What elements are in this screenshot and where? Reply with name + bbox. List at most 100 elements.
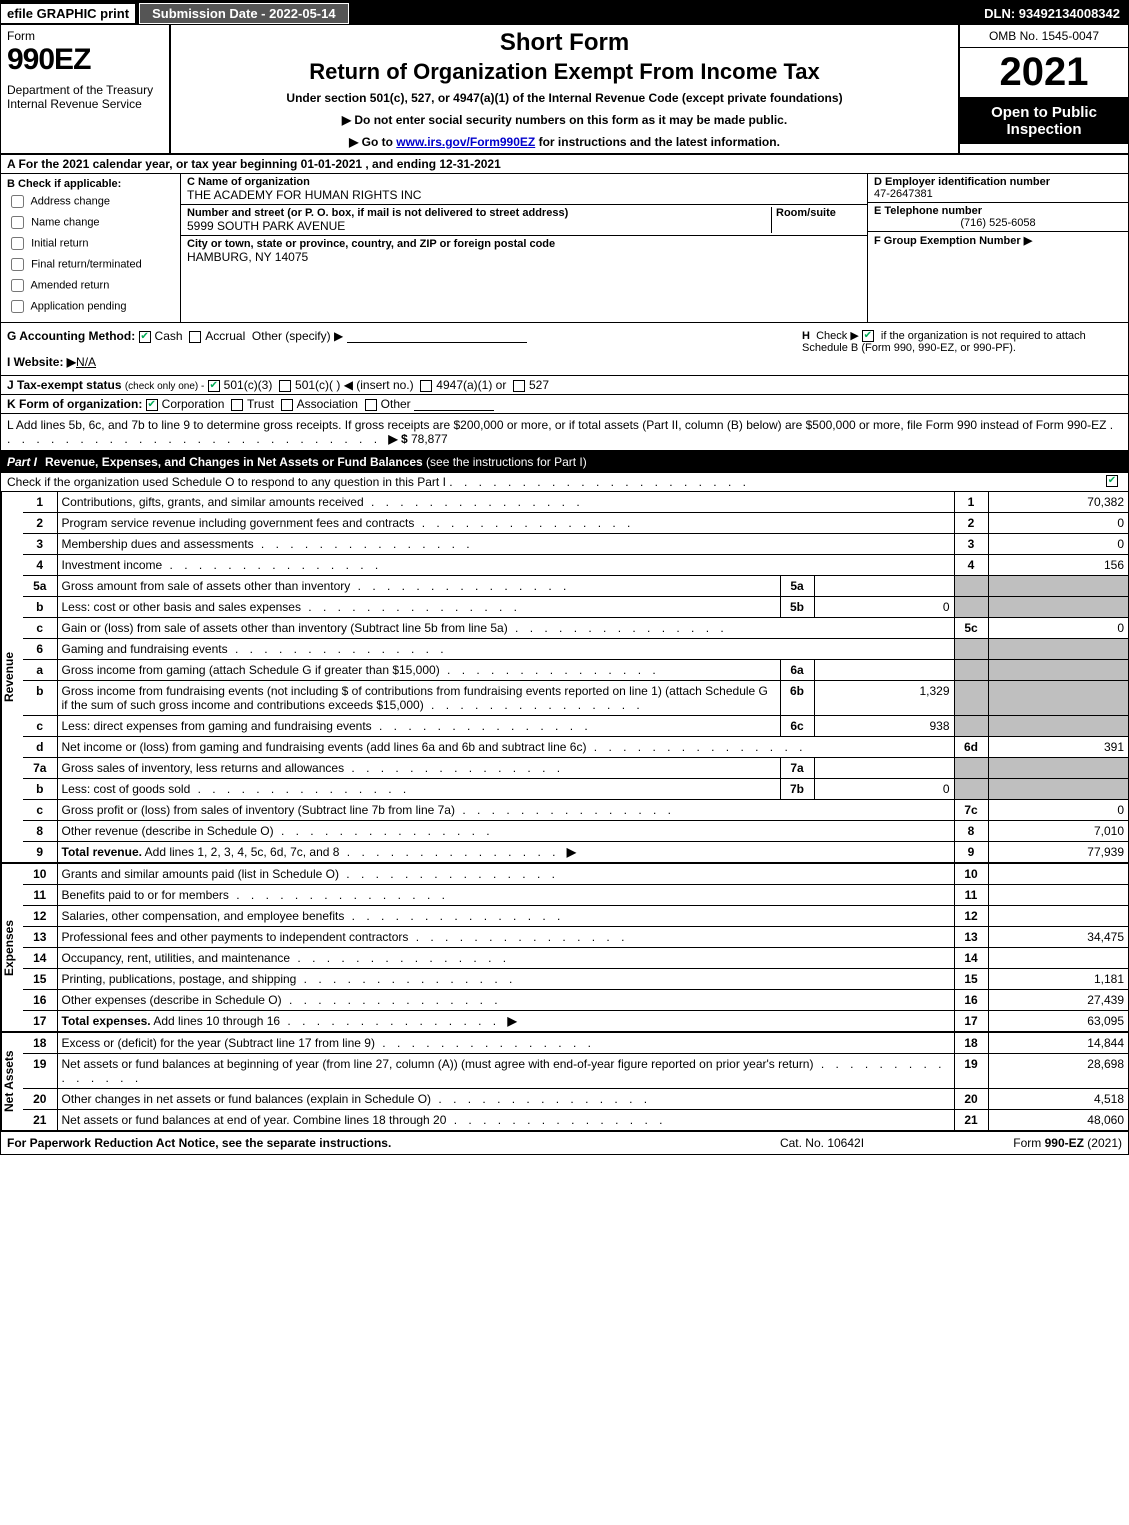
line-desc: Less: cost of goods sold . . . . . . . .… xyxy=(57,779,780,800)
line-desc: Gross amount from sale of assets other t… xyxy=(57,576,780,597)
chk-accrual[interactable] xyxy=(189,331,201,343)
line-row: 19Net assets or fund balances at beginni… xyxy=(23,1054,1128,1089)
line-row: aGross income from gaming (attach Schedu… xyxy=(23,660,1128,681)
line-label-cell: 14 xyxy=(954,948,988,969)
line-amount: 7,010 xyxy=(988,821,1128,842)
chk-4947[interactable] xyxy=(420,380,432,392)
chk-amended-return[interactable]: Amended return xyxy=(7,276,174,295)
subline-value: 0 xyxy=(814,597,954,618)
chk-schedule-O[interactable] xyxy=(1106,475,1118,487)
line-amount: 27,439 xyxy=(988,990,1128,1011)
chk-name-change[interactable]: Name change xyxy=(7,213,174,232)
line-desc: Benefits paid to or for members . . . . … xyxy=(57,885,954,906)
line-number: 4 xyxy=(23,555,57,576)
line-amount: 63,095 xyxy=(988,1011,1128,1032)
line-number: 18 xyxy=(23,1033,57,1054)
chk-application-pending[interactable]: Application pending xyxy=(7,297,174,316)
line-amount xyxy=(988,716,1128,737)
J-sub: (check only one) - xyxy=(125,381,204,392)
line-row: cGross profit or (loss) from sales of in… xyxy=(23,800,1128,821)
omb-number: OMB No. 1545-0047 xyxy=(960,25,1128,48)
line-desc: Excess or (deficit) for the year (Subtra… xyxy=(57,1033,954,1054)
chk-501c[interactable] xyxy=(279,380,291,392)
chk-cash[interactable] xyxy=(139,331,151,343)
line-number: b xyxy=(23,681,57,716)
line-label-cell: 5c xyxy=(954,618,988,639)
line-label-cell: 8 xyxy=(954,821,988,842)
H-letter: H xyxy=(802,330,810,342)
dln: DLN: 93492134008342 xyxy=(984,6,1128,21)
line-desc: Salaries, other compensation, and employ… xyxy=(57,906,954,927)
dept-treasury: Department of the Treasury Internal Reve… xyxy=(7,83,163,111)
line-amount: 77,939 xyxy=(988,842,1128,863)
line-number: 21 xyxy=(23,1110,57,1131)
line-label-cell: 15 xyxy=(954,969,988,990)
org-name: THE ACADEMY FOR HUMAN RIGHTS INC xyxy=(187,188,861,202)
part-I-check-row: Check if the organization used Schedule … xyxy=(1,473,1128,492)
line-number: 10 xyxy=(23,864,57,885)
form-number: 990EZ xyxy=(7,43,163,77)
row-K: K Form of organization: Corporation Trus… xyxy=(1,395,1128,414)
E-label: E Telephone number xyxy=(874,205,1122,217)
chk-corp[interactable] xyxy=(146,399,158,411)
line-label-cell: 11 xyxy=(954,885,988,906)
line-number: 11 xyxy=(23,885,57,906)
chk-assoc[interactable] xyxy=(281,399,293,411)
row-J: J Tax-exempt status (check only one) - 5… xyxy=(1,376,1128,395)
chk-address-change[interactable]: Address change xyxy=(7,192,174,211)
line-amount xyxy=(988,948,1128,969)
subline-value: 1,329 xyxy=(814,681,954,716)
line-label-cell: 13 xyxy=(954,927,988,948)
col-B: B Check if applicable: Address change Na… xyxy=(1,174,181,322)
line-amount: 70,382 xyxy=(988,492,1128,513)
other-org-blank[interactable] xyxy=(414,399,494,411)
line-amount: 14,844 xyxy=(988,1033,1128,1054)
line-desc: Net assets or fund balances at beginning… xyxy=(57,1054,954,1089)
line-amount xyxy=(988,639,1128,660)
line-amount xyxy=(988,758,1128,779)
line-amount xyxy=(988,576,1128,597)
line-label-cell xyxy=(954,660,988,681)
line-amount: 391 xyxy=(988,737,1128,758)
revenue-table: 1Contributions, gifts, grants, and simil… xyxy=(23,492,1128,862)
line-label-cell xyxy=(954,576,988,597)
line-label-cell: 12 xyxy=(954,906,988,927)
instr2-pre: ▶ Go to xyxy=(349,135,396,149)
line-row: 7aGross sales of inventory, less returns… xyxy=(23,758,1128,779)
line-desc: Less: cost or other basis and sales expe… xyxy=(57,597,780,618)
line-row: 18Excess or (deficit) for the year (Subt… xyxy=(23,1033,1128,1054)
efile-label: efile GRAPHIC print xyxy=(1,4,137,23)
other-specify-blank[interactable] xyxy=(347,331,527,343)
chk-other-org[interactable] xyxy=(365,399,377,411)
line-desc: Other changes in net assets or fund bala… xyxy=(57,1089,954,1110)
chk-final-return[interactable]: Final return/terminated xyxy=(7,255,174,274)
F-label: F Group Exemption Number xyxy=(874,235,1021,247)
subline-value xyxy=(814,660,954,681)
line-desc: Occupancy, rent, utilities, and maintena… xyxy=(57,948,954,969)
line-number: 13 xyxy=(23,927,57,948)
chk-H[interactable] xyxy=(862,330,874,342)
row-GH: G Accounting Method: Cash Accrual Other … xyxy=(1,323,1128,376)
part-I-label: Part I xyxy=(7,455,45,469)
chk-initial-return[interactable]: Initial return xyxy=(7,234,174,253)
chk-trust[interactable] xyxy=(231,399,243,411)
ein: 47-2647381 xyxy=(874,188,1122,200)
header-subtitle: Under section 501(c), 527, or 4947(a)(1)… xyxy=(177,91,952,105)
line-row: bLess: cost or other basis and sales exp… xyxy=(23,597,1128,618)
tax-year: 2021 xyxy=(960,48,1128,98)
sidelabel-netassets: Net Assets xyxy=(1,1033,23,1130)
netassets-section: Net Assets 18Excess or (deficit) for the… xyxy=(1,1033,1128,1131)
I-label: I Website: ▶ xyxy=(7,355,76,369)
L-amount: 78,877 xyxy=(411,432,448,446)
line-amount xyxy=(988,885,1128,906)
line-amount: 34,475 xyxy=(988,927,1128,948)
submission-date: Submission Date - 2022-05-14 xyxy=(139,3,349,24)
header-left: Form 990EZ Department of the Treasury In… xyxy=(1,25,171,153)
irs-link[interactable]: www.irs.gov/Form990EZ xyxy=(396,135,535,149)
chk-501c3[interactable] xyxy=(208,380,220,392)
line-row: 3Membership dues and assessments . . . .… xyxy=(23,534,1128,555)
instr-line-2: ▶ Go to www.irs.gov/Form990EZ for instru… xyxy=(177,135,952,149)
chk-527[interactable] xyxy=(513,380,525,392)
subline-label: 5b xyxy=(780,597,814,618)
line-row: 17Total expenses. Add lines 10 through 1… xyxy=(23,1011,1128,1032)
